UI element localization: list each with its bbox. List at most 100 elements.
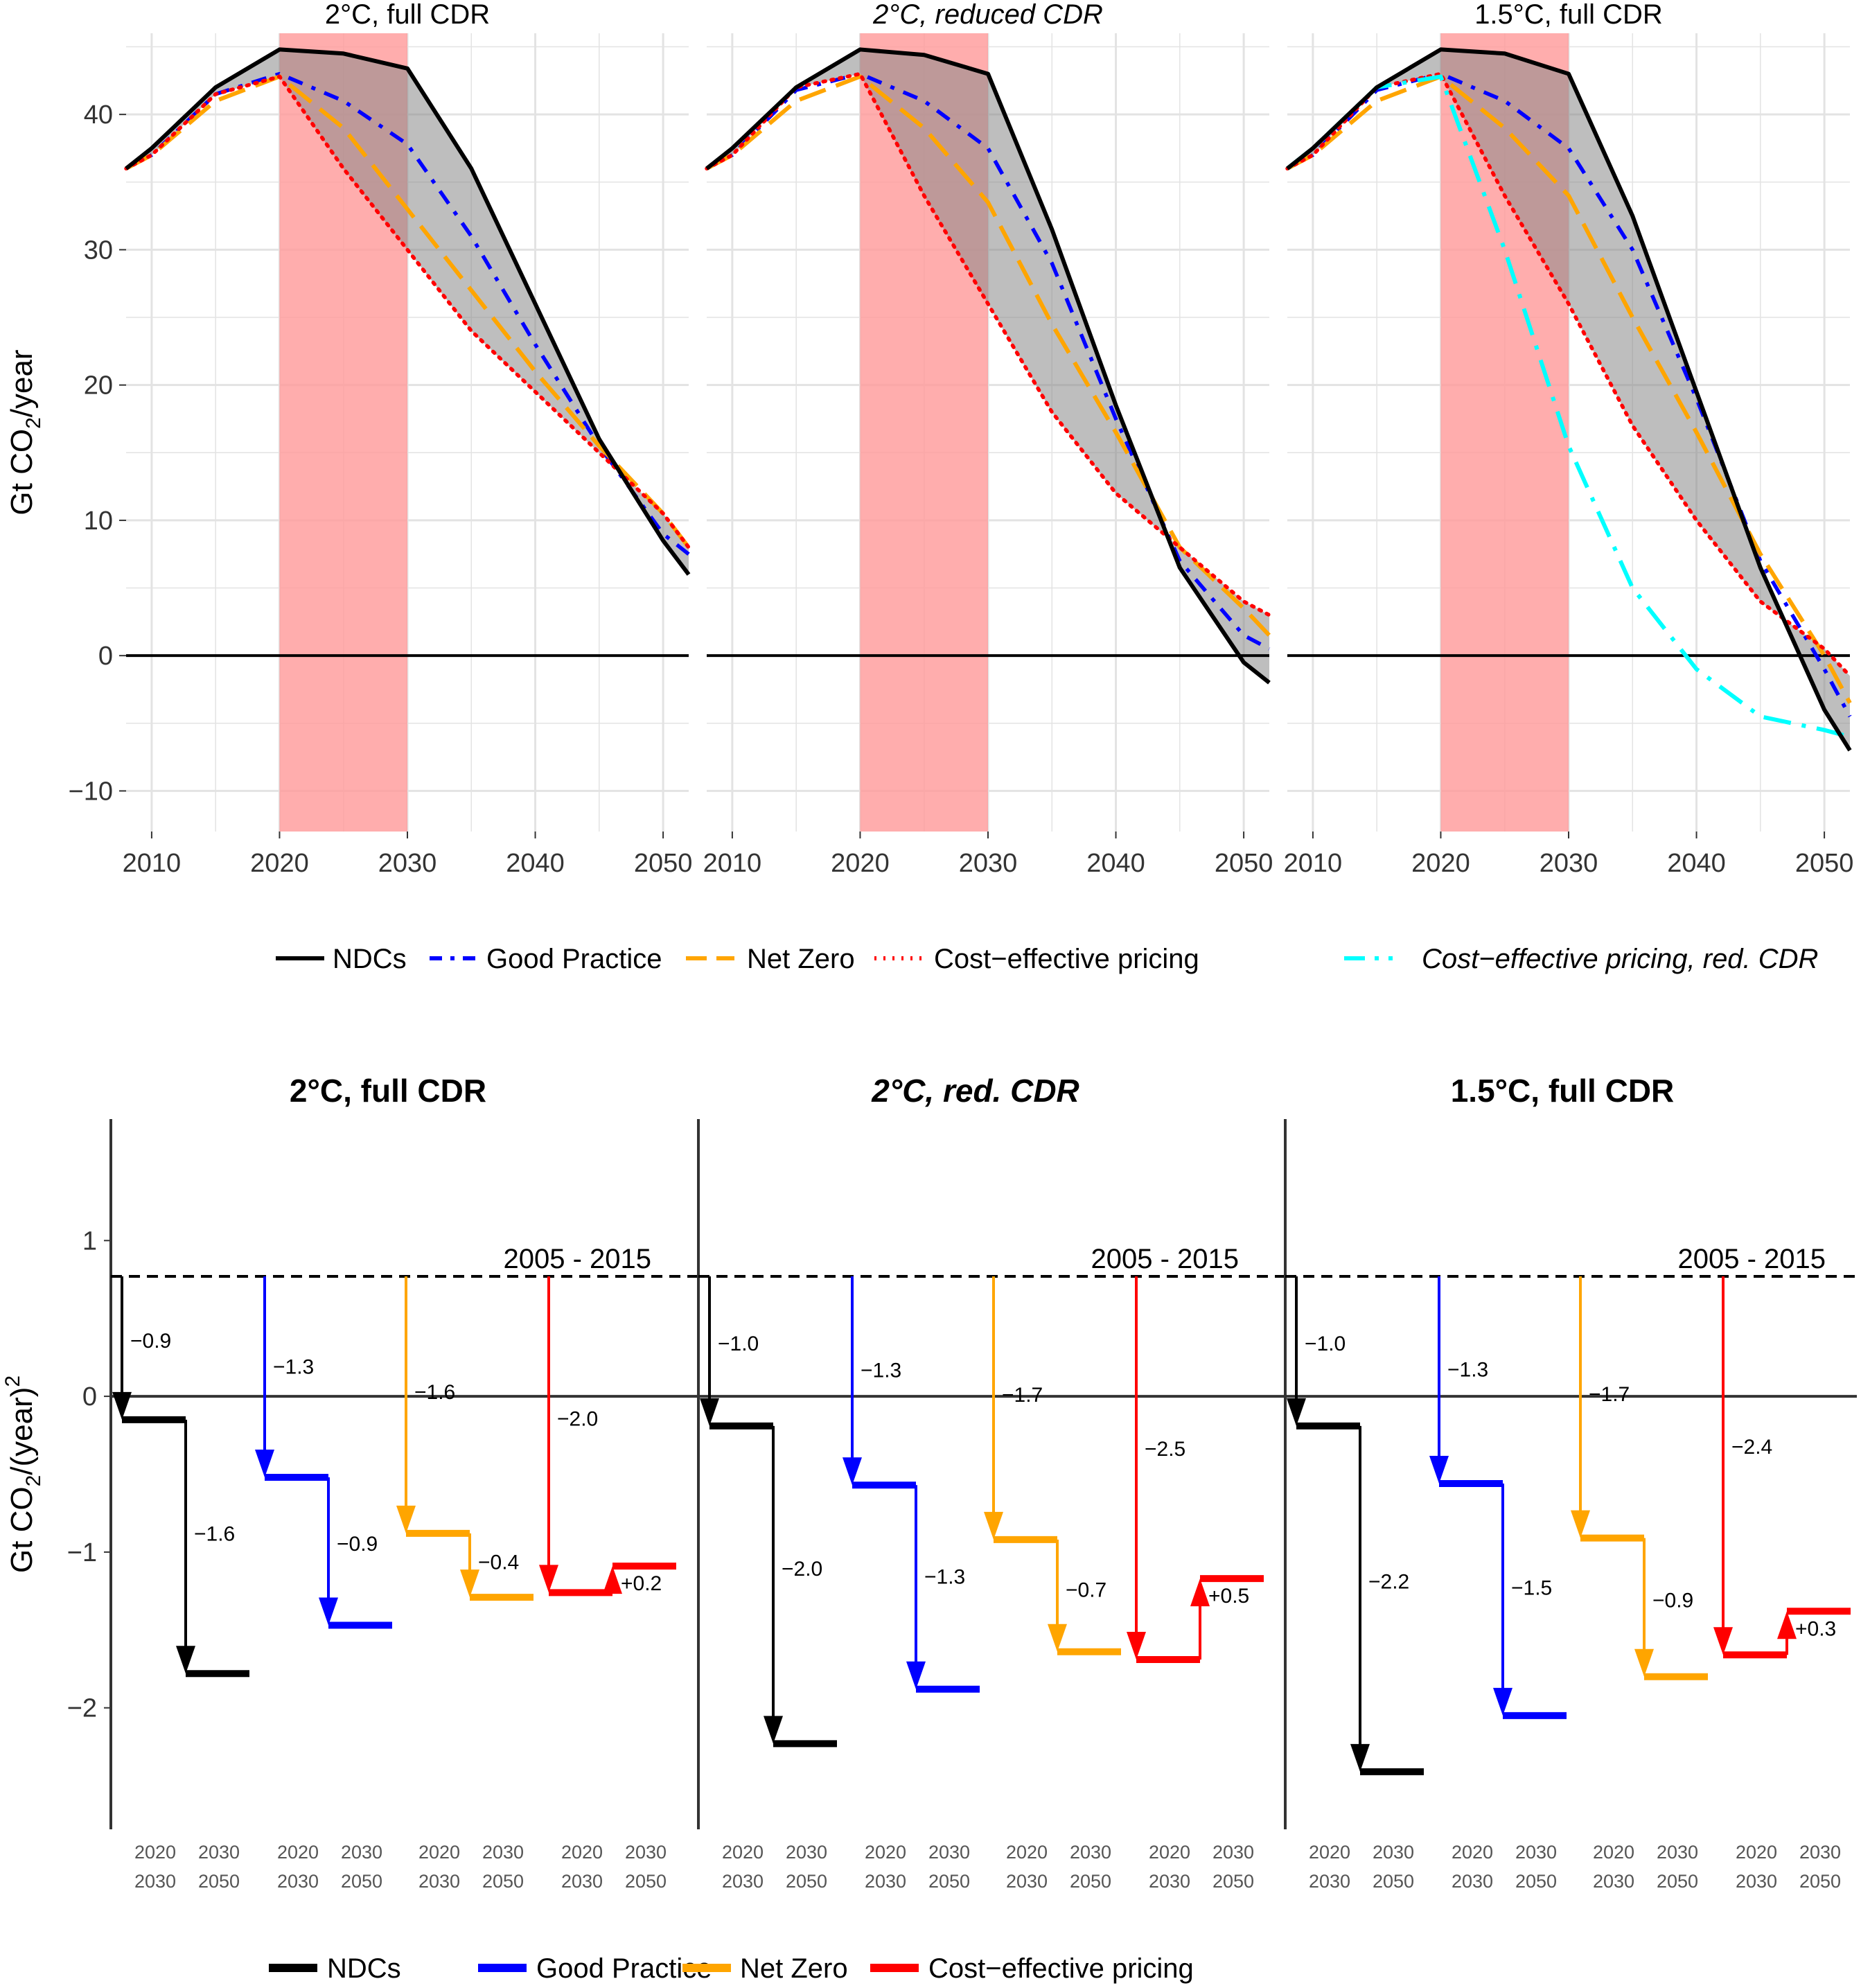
period-label-start: 2030	[1070, 1842, 1111, 1863]
period-label-start: 2020	[1006, 1842, 1048, 1863]
y-tick-label: −10	[69, 777, 113, 806]
period-label-end: 2050	[1212, 1871, 1254, 1892]
shaded-gap-area	[126, 49, 689, 575]
change-label-1: −1.7	[1589, 1383, 1630, 1406]
reference-label: 2005 - 2015	[1091, 1244, 1239, 1274]
top-panel-3: 1.5°C, full CDR 2010 2020 2030 2040 2050	[1284, 0, 1854, 878]
step-group-ndcs: −1.0 −2.0 2020 2030 2030 2050	[700, 1276, 837, 1892]
period-label-end: 2050	[1799, 1871, 1841, 1892]
top-panel-title: 2°C, reduced CDR	[872, 0, 1103, 30]
change-label-1: −1.0	[718, 1332, 759, 1355]
change-label-2: +0.3	[1795, 1617, 1836, 1640]
step-group-ndcs: −0.9 −1.6 2020 2030 2030 2050	[112, 1276, 249, 1892]
legend-label: Net Zero	[747, 944, 855, 974]
legend-item-ndcs: NDCs	[269, 1953, 401, 1984]
legend-item-net-zero: Net Zero	[682, 1953, 848, 1984]
period-label-start: 2030	[482, 1842, 524, 1863]
period-label-start: 2030	[1657, 1842, 1698, 1863]
legend-label: Cost−effective pricing, red. CDR	[1422, 944, 1818, 974]
change-label-1: −1.3	[1447, 1359, 1488, 1382]
step-arrow-1	[112, 1391, 132, 1420]
step-arrow-1	[539, 1565, 558, 1593]
top-panel-title: 2°C, full CDR	[325, 0, 490, 30]
period-label-start: 2020	[277, 1842, 319, 1863]
x-tick-label: 2030	[959, 849, 1018, 878]
step-arrow-2	[906, 1661, 926, 1689]
top-panel-title: 1.5°C, full CDR	[1474, 0, 1663, 30]
step-arrow-2	[1048, 1624, 1067, 1652]
step-arrow-2	[1634, 1648, 1654, 1677]
step-group-good-practice: −1.3 −1.3 2020 2030 2030 2050	[843, 1276, 980, 1892]
y-tick-label: 0	[98, 642, 113, 671]
period-label-end: 2030	[1736, 1871, 1777, 1892]
bottom-chart: −2 −1 0 1 Gt CO2/(year)2 2005 - 2015 2°C, full…	[1, 1073, 1857, 1892]
period-label-end: 2030	[865, 1871, 906, 1892]
y-tick-label: 1	[82, 1226, 97, 1256]
step-arrow-1	[255, 1449, 274, 1477]
change-label-1: −0.9	[130, 1330, 171, 1353]
change-label-2: −1.6	[194, 1523, 235, 1546]
x-tick-label: 2040	[1667, 849, 1726, 878]
y-tick-label: 0	[82, 1382, 97, 1411]
change-label-2: −2.0	[782, 1558, 822, 1581]
bottom-panel-title: 2°C, red. CDR	[871, 1073, 1079, 1109]
x-tick-label: 2020	[250, 849, 309, 878]
period-label-start: 2030	[928, 1842, 970, 1863]
period-label-end: 2030	[134, 1871, 176, 1892]
period-label-start: 2030	[1515, 1842, 1557, 1863]
period-label-end: 2050	[482, 1871, 524, 1892]
step-arrow-1	[1287, 1398, 1306, 1426]
top-legend: NDCs Good Practice Net Zero Cost−effective …	[276, 944, 1818, 974]
y-tick-label: 40	[84, 100, 113, 130]
change-label-1: −1.7	[1002, 1384, 1043, 1407]
bottom-panel-2: 2005 - 2015 2°C, red. CDR −1.0 −2.0 2020 2030…	[697, 1073, 1284, 1892]
series-line-net-zero	[125, 74, 691, 549]
top-panel-1: 2°C, full CDR 2010 2020 2030 2040 2050	[123, 0, 693, 878]
top-panel-2: 2°C, reduced CDR 2010 2020 2030 2040 2050	[703, 0, 1273, 878]
period-label-start: 2020	[1149, 1842, 1190, 1863]
period-label-end: 2050	[928, 1871, 970, 1892]
change-label-2: −1.5	[1511, 1577, 1552, 1600]
step-arrow-2	[1350, 1743, 1370, 1772]
x-tick-label: 2050	[1215, 849, 1273, 878]
period-label-end: 2030	[1309, 1871, 1350, 1892]
step-group-net-zero: −1.7 −0.9 2020 2030 2030 2050	[1571, 1276, 1708, 1892]
x-tick-label: 2020	[1411, 849, 1470, 878]
period-label-end: 2030	[418, 1871, 460, 1892]
reference-label: 2005 - 2015	[503, 1244, 651, 1274]
superscript: 2	[1, 1375, 24, 1387]
step-group-cost-effective-pricing: −2.5 +0.5 2020 2030 2030 2050	[1127, 1276, 1264, 1892]
change-label-1: −2.5	[1145, 1438, 1185, 1461]
step-arrow-2	[319, 1597, 338, 1626]
change-label-1: −2.0	[557, 1407, 598, 1430]
period-label-start: 2020	[1593, 1842, 1634, 1863]
series-line-cost-effective-pricing-red-cdr	[1286, 74, 1851, 739]
x-tick-label: 2030	[378, 849, 437, 878]
period-label-end: 2050	[198, 1871, 240, 1892]
legend-label: Good Practice	[486, 944, 662, 974]
step-arrow-2	[176, 1646, 195, 1674]
period-label-start: 2030	[341, 1842, 382, 1863]
step-arrow-2	[603, 1566, 622, 1594]
period-label-end: 2030	[561, 1871, 603, 1892]
step-arrow-2	[1493, 1687, 1512, 1716]
x-tick-label: 2010	[123, 849, 182, 878]
legend-item-cost-effective-pricing: Cost−effective pricing	[870, 1953, 1194, 1984]
legend-item-ndcs: NDCs	[276, 944, 407, 974]
unit-suffix: /year	[5, 349, 39, 417]
period-label-end: 2030	[1593, 1871, 1634, 1892]
bottom-panel-1: 2005 - 2015 2°C, full CDR −0.9 −1.6 2020 2030…	[109, 1073, 697, 1892]
legend-item-cost-effective-pricing: Cost−effective pricing	[874, 944, 1199, 974]
step-arrow-1	[396, 1505, 416, 1533]
series-line-ndcs	[1286, 47, 1852, 752]
step-group-cost-effective-pricing: −2.4 +0.3 2020 2030 2030 2050	[1713, 1276, 1851, 1892]
legend-label: Net Zero	[740, 1953, 848, 1984]
step-group-net-zero: −1.7 −0.7 2020 2030 2030 2050	[984, 1276, 1121, 1892]
change-label-1: −2.4	[1731, 1436, 1772, 1459]
change-label-1: −1.3	[861, 1360, 901, 1382]
period-label-start: 2030	[1799, 1842, 1841, 1863]
step-arrow-1	[1713, 1627, 1733, 1655]
period-label-start: 2030	[786, 1842, 827, 1863]
x-tick-label: 2030	[1540, 849, 1598, 878]
